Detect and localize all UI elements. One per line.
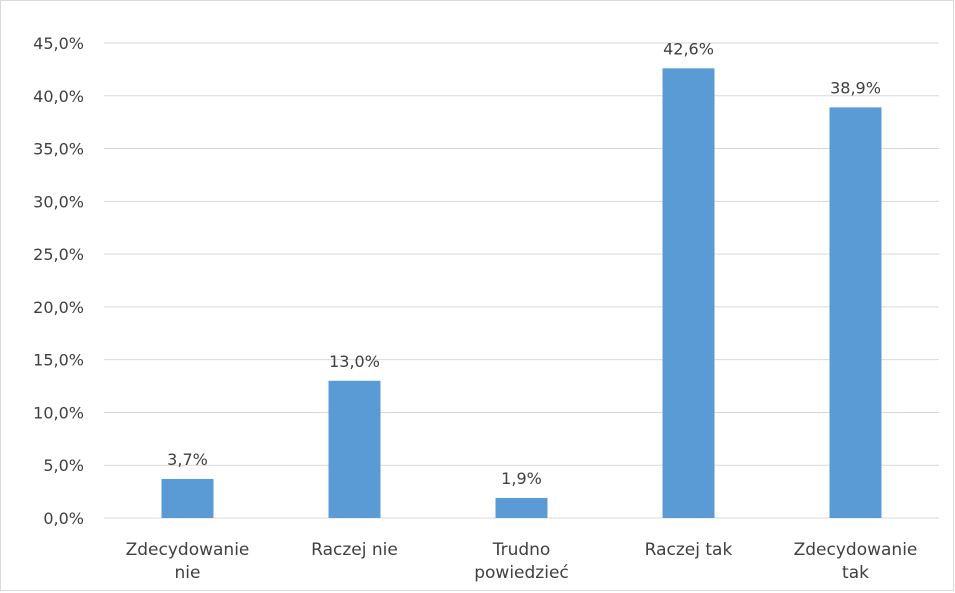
bar [829, 107, 882, 518]
y-tick-label: 40,0% [33, 87, 84, 106]
data-label: 38,9% [830, 78, 881, 97]
bar [161, 478, 214, 518]
bar [328, 380, 381, 518]
x-category-label: Zdecydowanie [794, 540, 918, 560]
bar [662, 68, 715, 518]
y-tick-label: 20,0% [33, 298, 84, 317]
data-label: 13,0% [329, 352, 380, 371]
data-label: 3,7% [167, 450, 208, 469]
bar [495, 497, 548, 518]
x-category-label: tak [842, 563, 869, 583]
y-tick-label: 10,0% [33, 403, 84, 422]
x-category-label: Raczej tak [645, 540, 733, 560]
x-category-label: Raczej nie [311, 540, 398, 560]
x-category-label: Zdecydowanie [126, 540, 250, 560]
y-tick-label: 25,0% [33, 245, 84, 264]
y-tick-label: 5,0% [43, 456, 84, 475]
data-label: 1,9% [501, 469, 542, 488]
y-tick-label: 15,0% [33, 351, 84, 370]
data-label: 42,6% [663, 39, 714, 58]
x-category-label: powiedzieć [474, 563, 569, 583]
x-category-label: Trudno [492, 540, 551, 560]
x-category-label: nie [175, 563, 201, 583]
y-tick-label: 45,0% [33, 34, 84, 53]
y-tick-label: 35,0% [33, 140, 84, 159]
y-tick-label: 0,0% [43, 509, 84, 528]
y-tick-label: 30,0% [33, 192, 84, 211]
